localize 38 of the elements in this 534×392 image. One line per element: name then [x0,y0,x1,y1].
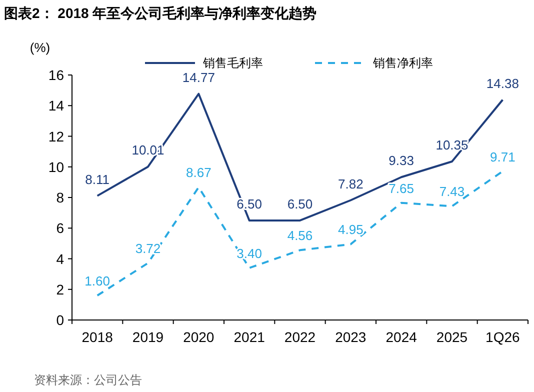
x-tick-label: 2021 [234,329,266,345]
data-label: 3.72 [135,241,161,256]
data-label: 14.77 [182,70,215,85]
x-tick-label: 2020 [183,329,214,345]
data-label: 7.65 [388,180,414,196]
data-label: 9.71 [490,149,516,164]
y-tick-label: 14 [48,98,64,114]
data-label: 8.11 [85,172,110,187]
x-tick-label: 2018 [82,329,114,345]
x-tick-label: 2025 [436,329,468,345]
data-label: 14.38 [486,76,519,91]
y-tick-label: 10 [48,158,64,175]
y-tick-label: 4 [56,250,64,267]
data-label: 4.56 [287,228,313,244]
legend-label: 销售毛利率 [202,56,263,70]
x-tick-label: 2023 [335,329,366,345]
data-label: 8.67 [186,165,212,180]
chart-title: 图表2： 2018 年至今公司毛利率与净利率变化趋势 [4,5,317,21]
y-tick-label: 2 [56,281,64,298]
data-label: 3.40 [236,246,262,261]
y-tick-label: 12 [48,128,64,144]
data-label: 1.60 [84,274,110,288]
y-tick-label: 16 [48,67,64,83]
data-label: 7.43 [439,184,465,200]
y-axis-title: (%) [30,40,50,55]
data-label: 4.95 [338,222,364,238]
x-tick-label: 2024 [386,329,418,345]
y-tick-label: 8 [56,190,64,206]
x-tick-label: 2022 [284,329,316,345]
y-tick-label: 0 [56,312,64,328]
x-tick-label: 1Q26 [486,329,520,345]
y-tick-label: 6 [56,220,64,236]
x-tick-label: 2019 [132,329,164,345]
data-label: 9.33 [388,153,414,168]
data-label: 6.50 [287,196,313,212]
data-label: 7.82 [338,176,364,192]
legend-label: 销售净利率 [372,56,433,70]
text: 资料来源：公司公告 [34,373,142,387]
